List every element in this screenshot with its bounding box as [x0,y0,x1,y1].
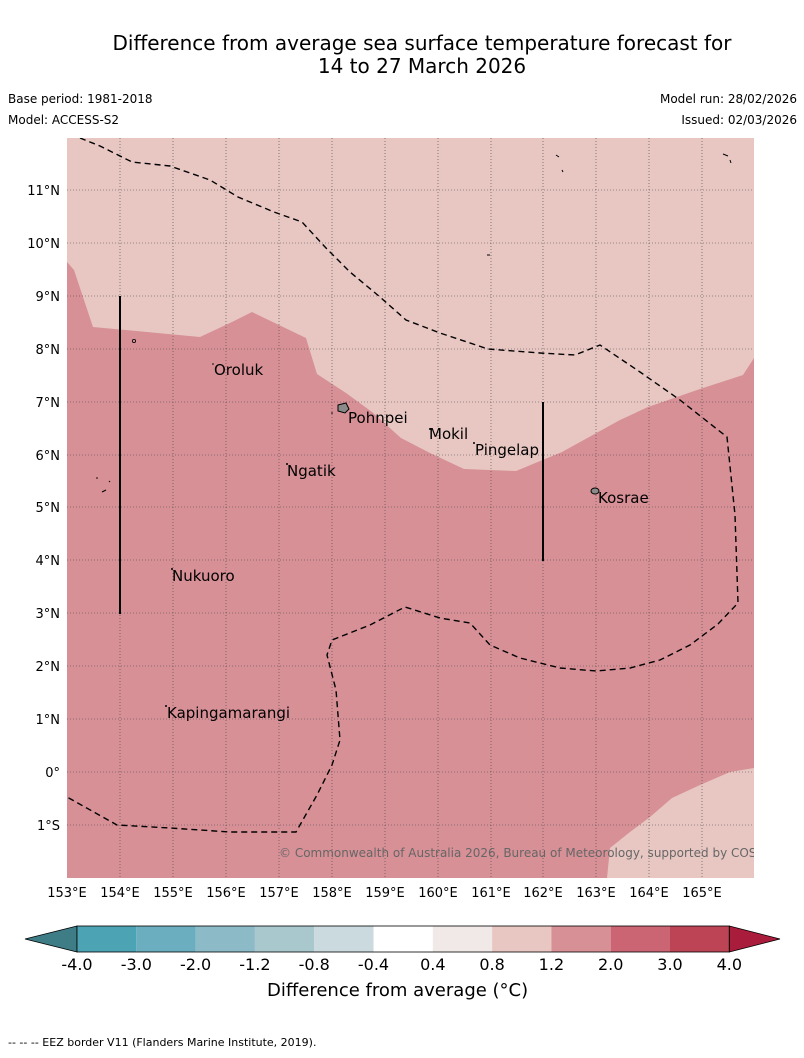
colorbar-tick-label: 0.8 [479,955,504,974]
colorbar-frame [76,925,730,953]
colorbar-tick-label: -0.4 [358,955,389,974]
place-label-pingelap: Pingelap [475,441,539,459]
colorbar-cell [610,926,670,952]
minor-islet [555,154,564,173]
lon-label: 154°E [100,886,140,901]
colorbar-cell [136,926,196,952]
lon-label: 160°E [418,886,458,901]
minor-islet [722,153,732,164]
kapingamarangi-atoll [165,705,167,707]
colorbar-tick-label: 3.0 [657,955,682,974]
colorbar-cell [77,926,137,952]
colorbar-tick-label: -0.8 [299,955,330,974]
mokil-atoll [429,428,431,430]
minor-islet [212,363,214,365]
colorbar-cell [254,926,315,952]
title-line-2: 14 to 27 March 2026 [317,54,527,78]
copyright-notice: © Commonwealth of Australia 2026, Bureau… [279,846,784,860]
minor-islet [96,477,98,479]
lat-label: 8°N [36,343,61,358]
lat-label: 10°N [27,237,60,252]
place-label-pohnpei: Pohnpei [348,409,408,427]
colorbar-cell [195,926,255,952]
model-run: Model run: 28/02/2026 [659,92,797,106]
ngatik-atoll [286,463,288,465]
lat-label: 2°N [36,660,61,675]
lat-label: 4°N [36,554,61,569]
islands [96,153,732,707]
colorbar-tick-label: -4.0 [61,955,92,974]
footnote-eez: -- -- -- EEZ border V11 (Flanders Marine… [8,1036,317,1049]
colorbar-cell [492,926,552,952]
map-figure: Oroluk Pohnpei Mokil Pingelap Ngatik Kos… [24,138,784,974]
graticule [67,138,754,878]
colorbar-cell [373,926,433,952]
chart-title: Difference from average sea surface temp… [0,32,804,78]
place-label-kapingamarangi: Kapingamarangi [167,704,290,722]
nukuoro-atoll [171,568,173,570]
lon-label: 162°E [523,886,563,901]
lon-label: 163°E [576,886,616,901]
lon-label: 164°E [629,886,669,901]
lon-label: 161°E [471,886,511,901]
colorbar: -4.0 -3.0 -2.0 -1.2 -0.8 -0.4 0.4 0.8 1.2 2.0 3.0 4… [24,925,781,974]
lat-label: 5°N [36,501,61,516]
colorbar-cell [314,926,374,952]
minor-islet [331,412,333,414]
lat-label: 11°N [27,184,60,199]
place-label-nukuoro: Nukuoro [172,567,235,585]
colorbar-extend-high [728,925,781,953]
pingelap-atoll [473,442,475,444]
map-area: Oroluk Pohnpei Mokil Pingelap Ngatik Kos… [67,138,784,878]
colorbar-extend-low [24,925,78,953]
title-line-1: Difference from average sea surface temp… [112,31,732,55]
colorbar-tick-label: 1.2 [539,955,564,974]
lat-label: 9°N [36,290,61,305]
colorbar-tick-label: -1.2 [239,955,270,974]
lon-label: 158°E [312,886,352,901]
lon-label: 156°E [206,886,246,901]
lon-label: 157°E [259,886,299,901]
colorbar-cell [551,926,611,952]
longitude-axis: 153°E 154°E 155°E 156°E 157°E 158°E 159°… [47,886,722,901]
lat-label: 7°N [36,396,61,411]
lon-label: 153°E [47,886,87,901]
model-name: Model: ACCESS-S2 [8,113,120,127]
colorbar-tick-label: -2.0 [180,955,211,974]
pohnpei-island [337,402,350,414]
lon-label: 159°E [365,886,405,901]
lon-label: 165°E [682,886,722,901]
lat-label: 1°S [37,819,60,834]
lat-label: 1°N [36,713,61,728]
colorbar-tick-label: 2.0 [598,955,623,974]
colorbar-label: Difference from average (°C) [267,980,529,1001]
eez-border [67,138,739,833]
place-label-ngatik: Ngatik [287,462,336,480]
colorbar-tick-label: 4.0 [717,955,742,974]
place-label-kosrae: Kosrae [598,489,649,507]
colorbar-tick-label: 0.4 [420,955,445,974]
colorbar-tick-label: -3.0 [121,955,152,974]
anomaly-region-1.2-2.0 [67,262,754,878]
lat-label: 3°N [36,607,61,622]
kosrae-island [590,487,600,495]
place-label-oroluk: Oroluk [214,361,263,379]
place-labels: Oroluk Pohnpei Mokil Pingelap Ngatik Kos… [167,361,649,722]
minor-islet [101,480,111,493]
lon-label: 155°E [153,886,193,901]
oroluk-atoll [131,338,136,343]
colorbar-cell [670,926,730,952]
latitude-axis: 11°N 10°N 9°N 8°N 7°N 6°N 5°N 4°N 3°N 2°… [27,184,60,834]
colorbar-cell [432,926,493,952]
place-label-mokil: Mokil [429,425,468,443]
issued-date: Issued: 02/03/2026 [681,113,797,127]
base-period: Base period: 1981-2018 [8,92,153,106]
lat-label: 6°N [36,449,61,464]
lat-label: 0° [45,766,60,781]
